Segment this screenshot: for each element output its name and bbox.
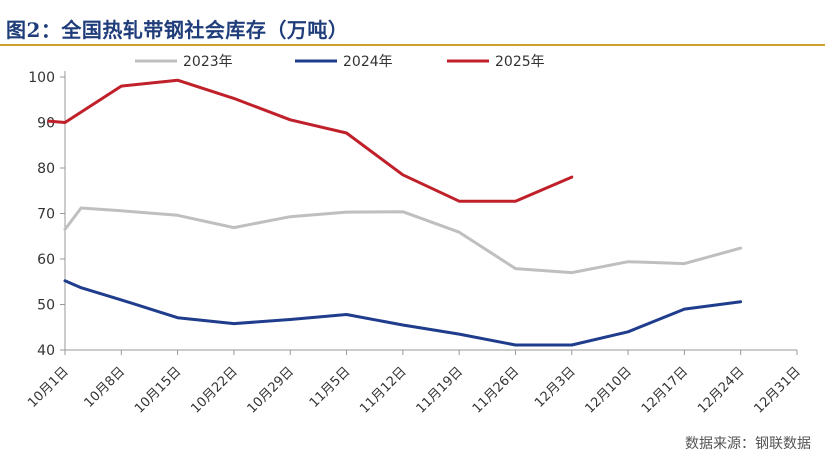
y-tick-label: 60 (37, 252, 55, 268)
y-tick-label: 90 (37, 116, 55, 132)
series-line-2023年 (63, 206, 743, 275)
x-tick-label: 12月10日 (583, 364, 635, 416)
legend-label: 2023年 (183, 54, 233, 70)
x-tick-label: 10月15日 (132, 364, 184, 416)
x-tick-label: 12月3日 (532, 364, 579, 411)
x-tick-label: 11月12日 (357, 364, 409, 416)
y-tick-label: 70 (37, 207, 55, 223)
x-tick-label: 10月1日 (25, 364, 72, 411)
legend-label: 2024年 (343, 54, 393, 70)
y-tick-label: 100 (28, 70, 55, 86)
y-tick-label: 50 (37, 298, 55, 314)
x-tick-label: 12月24日 (695, 364, 747, 416)
y-tick-label: 80 (37, 161, 55, 177)
x-tick-label: 12月17日 (639, 364, 691, 416)
x-tick-label: 12月31日 (751, 364, 803, 416)
x-tick-label: 11月5日 (307, 364, 354, 411)
x-tick-label: 10月29日 (245, 364, 297, 416)
legend-label: 2025年 (495, 54, 545, 70)
series-line-2025年 (47, 78, 574, 203)
data-source: 数据来源：钢联数据 (685, 436, 811, 452)
series-line-2024年 (63, 279, 743, 347)
x-tick-label: 11月26日 (470, 364, 522, 416)
x-tick-label: 10月8日 (82, 364, 129, 411)
x-tick-label: 11月19日 (414, 364, 466, 416)
y-tick-label: 40 (37, 343, 55, 359)
x-tick-label: 10月22日 (188, 364, 240, 416)
chart-title: 图2：全国热轧带钢社会库存（万吨） (6, 18, 349, 42)
title-underline (0, 44, 825, 46)
